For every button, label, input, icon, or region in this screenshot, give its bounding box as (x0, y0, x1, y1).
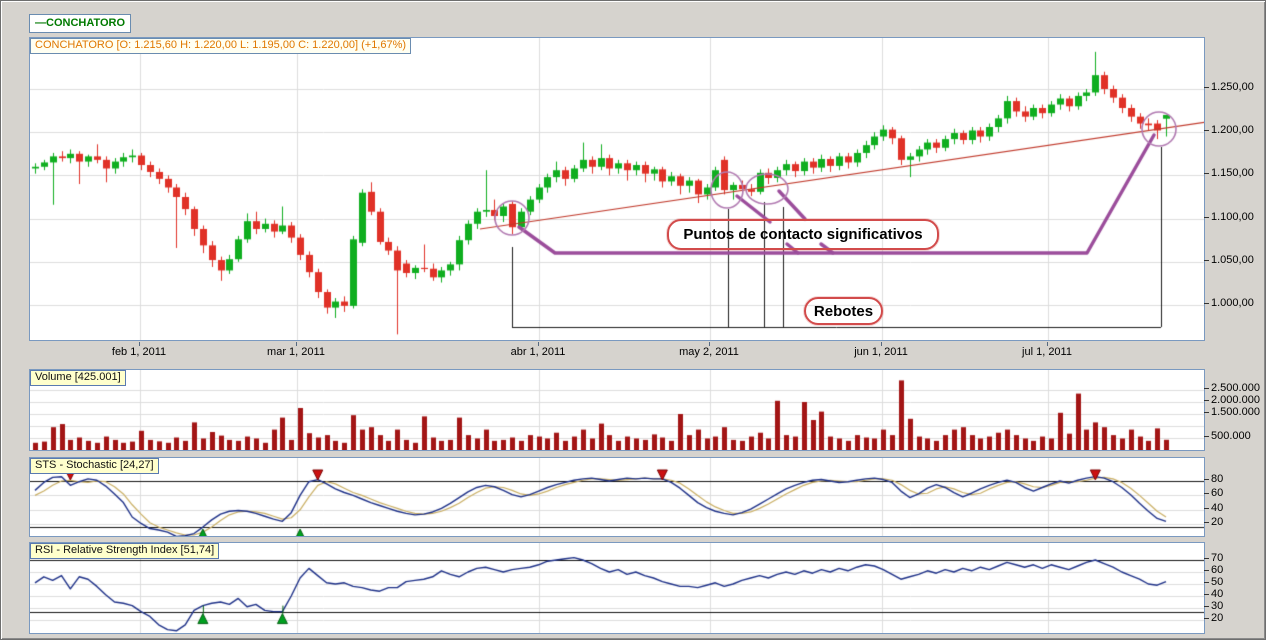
date-axis-tick: jun 1, 2011 (854, 346, 908, 358)
date-tick-mark (296, 342, 297, 346)
date-tick-mark (139, 342, 140, 346)
stochastic-indicator-label[interactable]: STS - Stochastic [24,27] (30, 458, 159, 474)
rsi-panel (29, 542, 1205, 634)
legend-dash-icon: — (35, 17, 46, 29)
date-axis-tick: mar 1, 2011 (267, 346, 325, 358)
volume-axis-tick: 1.500.000 (1204, 406, 1260, 418)
date-axis-tick: abr 1, 2011 (510, 346, 566, 358)
volume-axis-tick: 2.000.000 (1204, 394, 1260, 406)
date-tick-mark (538, 342, 539, 346)
price-axis-tick: 1.100,00 (1204, 210, 1254, 223)
stochastic-axis-tick: 60 (1203, 487, 1224, 500)
price-axis-tick: 1.000,00 (1204, 297, 1254, 309)
rsi-axis-tick: 40 (1203, 588, 1224, 600)
date-tick-mark (1047, 342, 1048, 346)
price-axis-tick: 1.200,00 (1204, 124, 1254, 137)
volume-panel (29, 369, 1205, 451)
stochastic-axis-tick: 80 (1203, 473, 1224, 485)
date-axis-tick: jul 1, 2011 (1022, 346, 1072, 358)
ohlc-readout: CONCHATORO [O: 1.215,60 H: 1.220,00 L: 1… (30, 38, 412, 54)
volume-axis-tick: 500.000 (1204, 430, 1251, 442)
price-axis-tick: 1.150,00 (1204, 167, 1254, 180)
stochastic-panel (29, 457, 1205, 537)
price-axis-tick: 1.250,00 (1204, 81, 1254, 93)
rsi-indicator-label[interactable]: RSI - Relative Strength Index [51,74] (30, 543, 220, 559)
rebotes-annotation-label[interactable]: Rebotes (804, 297, 883, 325)
stochastic-axis-tick: 40 (1203, 501, 1224, 514)
date-axis-tick: feb 1, 2011 (111, 346, 167, 358)
date-tick-mark (881, 342, 882, 346)
rsi-axis-tick: 60 (1203, 564, 1224, 576)
rsi-axis-tick: 50 (1203, 576, 1224, 588)
volume-axis-tick: 2.500.000 (1204, 382, 1260, 394)
rsi-axis-tick: 70 (1203, 552, 1224, 564)
volume-indicator-label[interactable]: Volume [425.001] (30, 370, 126, 386)
rsi-axis-tick: 20 (1203, 612, 1224, 624)
date-axis-tick: may 2, 2011 (679, 346, 739, 358)
stochastic-axis-tick: 20 (1203, 516, 1224, 529)
rsi-axis-tick: 30 (1203, 600, 1224, 612)
rsi-chart-canvas[interactable] (30, 543, 1204, 633)
price-axis-tick: 1.050,00 (1204, 253, 1254, 266)
symbol-legend[interactable]: —CONCHATORO (29, 14, 132, 33)
volume-chart-canvas[interactable] (30, 370, 1204, 450)
stochastic-chart-canvas[interactable] (30, 458, 1204, 536)
legend-symbol: CONCHATORO (46, 17, 126, 29)
puntos-annotation-label[interactable]: Puntos de contacto significativos (667, 219, 939, 250)
price-chart-canvas[interactable] (30, 38, 1204, 340)
price-panel (29, 37, 1205, 341)
date-tick-mark (709, 342, 710, 346)
